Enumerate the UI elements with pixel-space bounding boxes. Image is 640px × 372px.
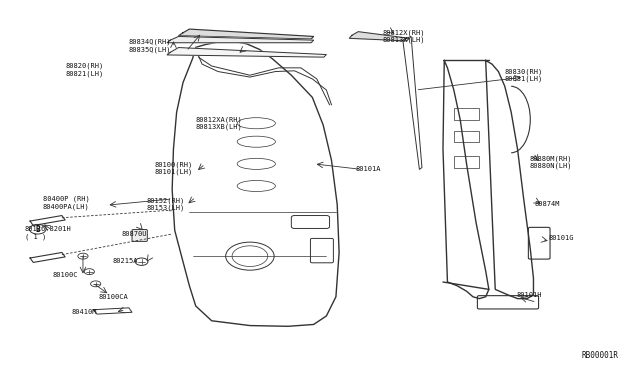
- Text: 80812XA(RH)
80813XB(LH): 80812XA(RH) 80813XB(LH): [196, 116, 243, 130]
- Text: 80410M: 80410M: [72, 309, 97, 315]
- Text: 80870U: 80870U: [121, 231, 147, 237]
- Text: 80400P (RH)
80400PA(LH): 80400P (RH) 80400PA(LH): [43, 196, 90, 209]
- Text: 80874M: 80874M: [535, 202, 560, 208]
- Text: RB00001R: RB00001R: [581, 351, 618, 360]
- Text: 80152(RH)
80153(LH): 80152(RH) 80153(LH): [147, 198, 185, 211]
- Text: 80820(RH)
80821(LH): 80820(RH) 80821(LH): [65, 63, 104, 77]
- Text: 80834Q(RH)
80835Q(LH): 80834Q(RH) 80835Q(LH): [129, 39, 172, 53]
- Text: 80880M(RH)
80880N(LH): 80880M(RH) 80880N(LH): [529, 155, 572, 169]
- Text: 80215A: 80215A: [113, 257, 138, 264]
- Text: 80812X(RH)
80813X(LH): 80812X(RH) 80813X(LH): [383, 29, 425, 44]
- Text: 80100(RH)
80101(LH): 80100(RH) 80101(LH): [154, 161, 193, 175]
- Text: 80100C: 80100C: [52, 272, 78, 278]
- Bar: [454, 109, 479, 119]
- Bar: [454, 131, 479, 142]
- Text: 80101G: 80101G: [548, 235, 573, 241]
- Bar: [454, 157, 479, 167]
- Text: 80830(RH)
80831(LH): 80830(RH) 80831(LH): [505, 68, 543, 82]
- Polygon shape: [167, 36, 314, 43]
- Text: 80126-8201H
( 1 ): 80126-8201H ( 1 ): [25, 226, 72, 240]
- Text: 80101H: 80101H: [516, 292, 542, 298]
- Polygon shape: [349, 32, 409, 41]
- Text: B: B: [35, 225, 40, 234]
- Text: 80101A: 80101A: [355, 166, 381, 172]
- Polygon shape: [179, 29, 314, 39]
- FancyBboxPatch shape: [132, 230, 147, 241]
- Text: 80100CA: 80100CA: [99, 294, 128, 300]
- Polygon shape: [167, 48, 326, 57]
